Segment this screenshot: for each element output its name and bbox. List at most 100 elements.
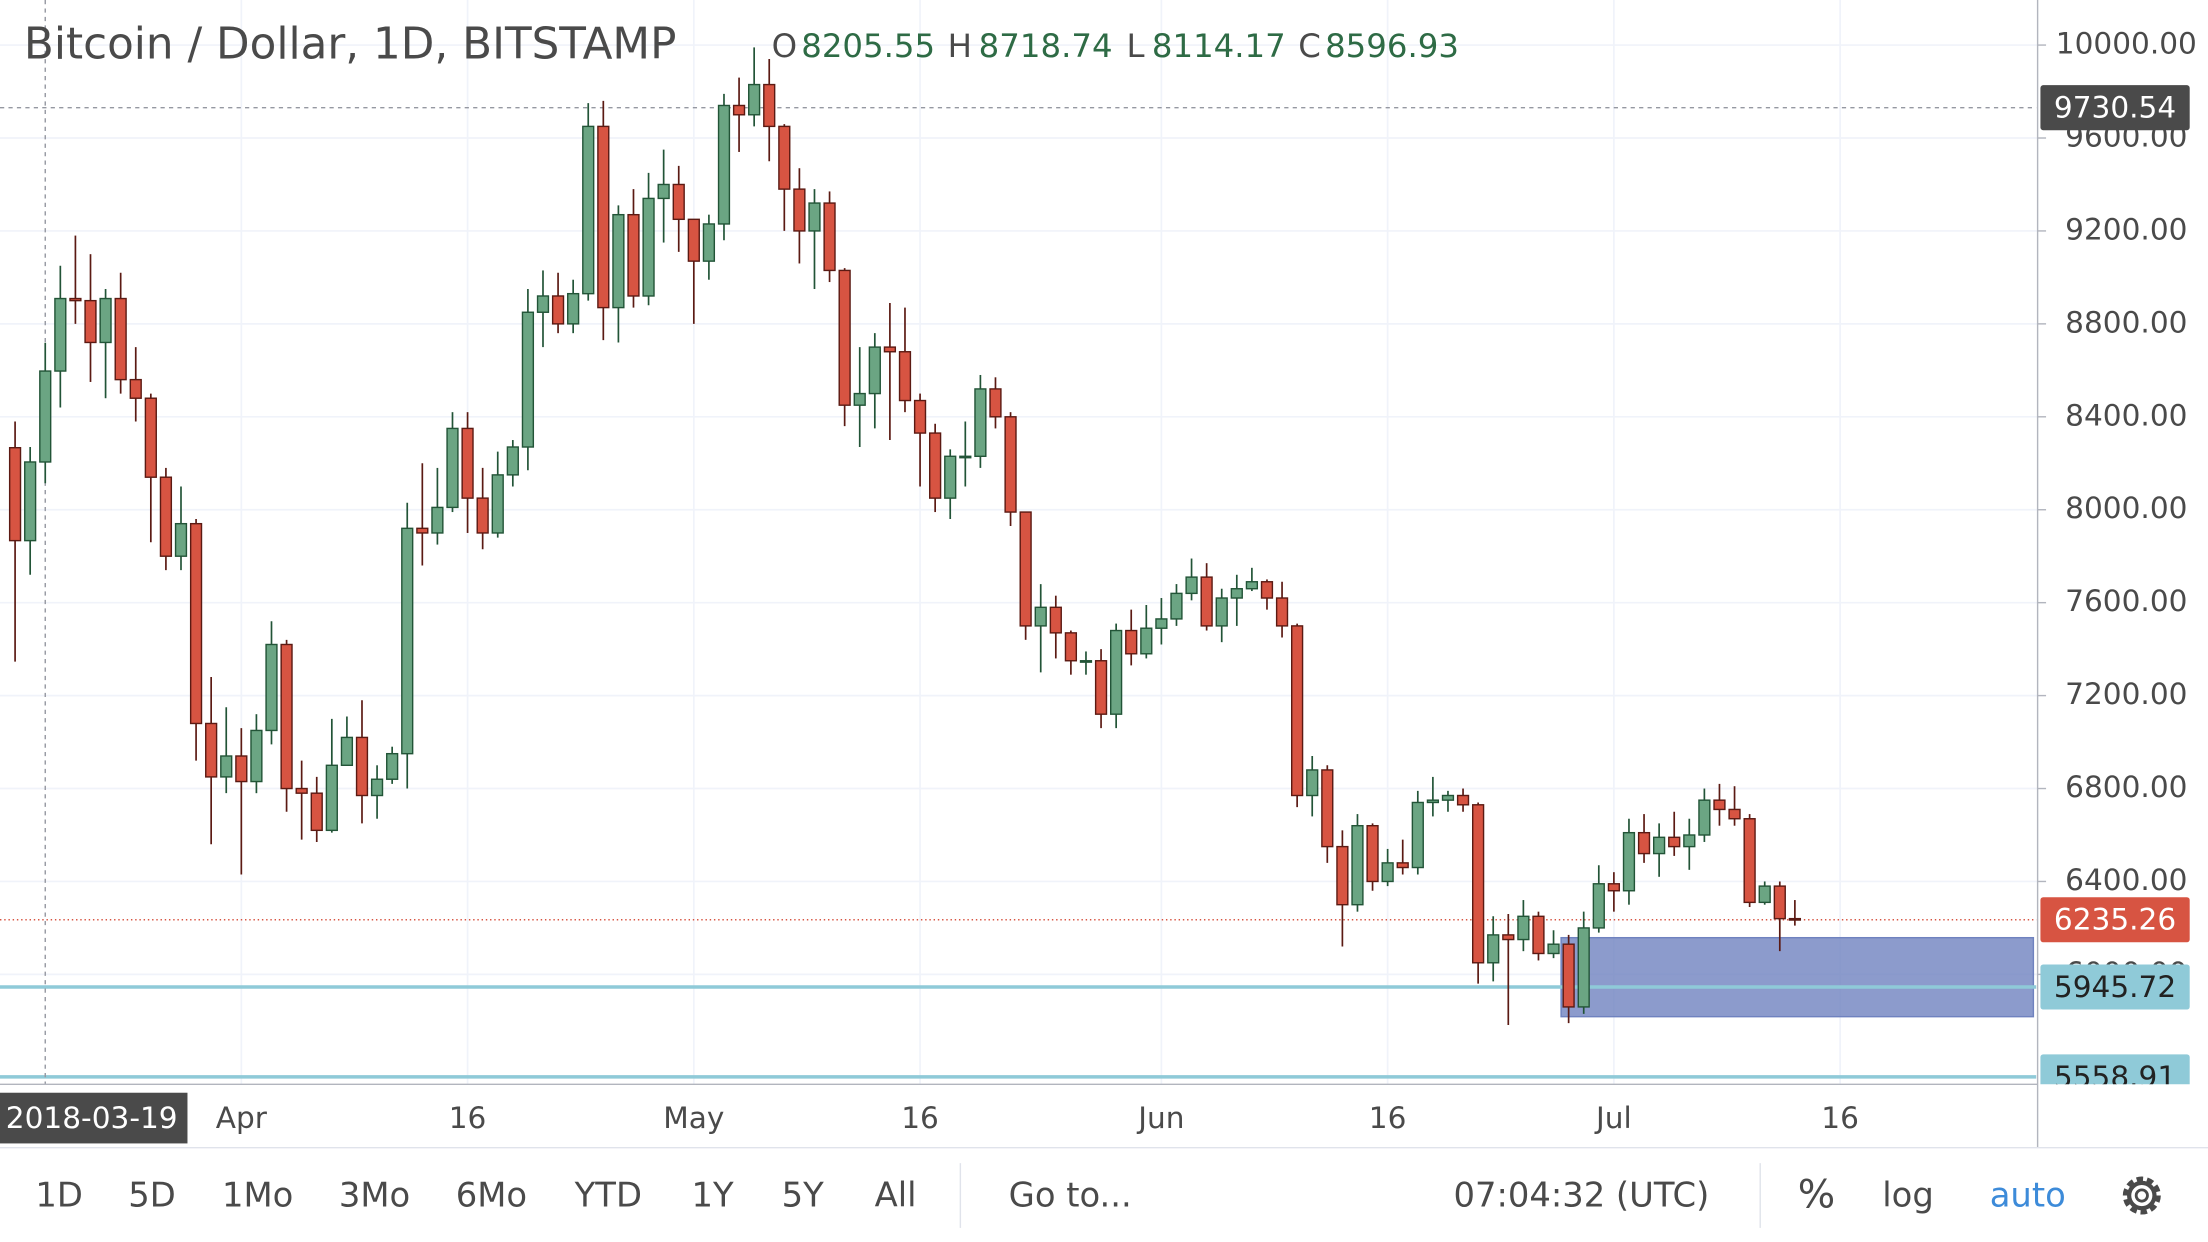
candle-body	[1336, 845, 1349, 906]
candle-body	[416, 527, 429, 534]
clock: 07:04:32 (UTC)	[1453, 1175, 1709, 1214]
candle-body	[159, 476, 173, 557]
price-axis: 10000.009600.009200.008800.008400.008000…	[2037, 27, 2197, 990]
x-tick-label: 16	[1369, 1101, 1407, 1135]
candle-body	[54, 297, 67, 372]
candle-body	[1668, 836, 1681, 848]
candle-body	[1426, 799, 1440, 804]
range-button[interactable]: YTD	[574, 1175, 642, 1214]
candle-body	[1713, 799, 1726, 811]
gear-teeth	[2122, 1176, 2161, 1215]
candle-body	[129, 378, 142, 399]
candle-body	[39, 370, 52, 463]
range-button[interactable]: 3Mo	[339, 1175, 410, 1214]
y-tick-label: 8800.00	[2065, 305, 2187, 339]
percent-toggle[interactable]: %	[1798, 1171, 1835, 1217]
range-button[interactable]: 1Mo	[222, 1175, 293, 1214]
price-badge-label: 6235.26	[2054, 903, 2176, 937]
candle-body	[1622, 831, 1636, 892]
goto-button[interactable]: Go to...	[1009, 1175, 1132, 1214]
range-button[interactable]: All	[875, 1175, 917, 1214]
candle-body	[69, 297, 82, 302]
ohlc-value: 8718.74	[979, 27, 1113, 65]
toolbar: 1D 5D 1Mo 3Mo 6Mo YTD 1Y 5Y All Go to... 07:04:32 …	[35, 1163, 2161, 1228]
candle-body	[506, 446, 519, 476]
x-tick-label: May	[663, 1101, 724, 1135]
candle-body	[1155, 618, 1168, 629]
candle-body	[1170, 592, 1183, 620]
candle-body	[1411, 801, 1424, 869]
candle-body	[1245, 581, 1259, 590]
candle-body	[642, 197, 655, 297]
range-button[interactable]: 5Y	[782, 1175, 824, 1214]
x-tick-label: Jul	[1594, 1101, 1632, 1135]
ohlc-label: O	[772, 27, 797, 65]
plot-area	[0, 0, 2037, 1085]
candle-body	[1110, 629, 1123, 715]
candle-body	[521, 311, 535, 448]
candle-body	[1351, 824, 1364, 906]
candle-body	[913, 399, 927, 434]
candle-body	[1200, 576, 1213, 627]
candle-body	[898, 351, 912, 402]
auto-toggle[interactable]: auto	[1990, 1175, 2066, 1214]
candle-body	[265, 643, 278, 732]
candle-body	[1366, 824, 1379, 883]
candle-body	[310, 792, 323, 832]
range-button[interactable]: 1Y	[691, 1175, 733, 1214]
candle-body	[1502, 934, 1515, 941]
candle-body	[1487, 934, 1500, 964]
candle-body	[1698, 799, 1711, 836]
x-tick-label: Apr	[216, 1101, 268, 1135]
candle-body	[1577, 927, 1590, 1008]
y-tick-label: 7600.00	[2065, 584, 2187, 618]
candle-body	[778, 125, 791, 190]
range-button[interactable]: 1D	[35, 1175, 83, 1214]
candle-body	[1260, 581, 1274, 599]
candle-body	[1788, 917, 1802, 921]
candle-body	[551, 295, 565, 325]
candle-body	[1230, 588, 1243, 599]
candle-body	[823, 202, 836, 272]
price-badge-label: 5558.91	[2054, 1060, 2176, 1094]
ohlc-label: H	[948, 27, 972, 65]
ohlc-label: C	[1298, 27, 1321, 65]
candle-body	[431, 506, 444, 534]
range-button[interactable]: 6Mo	[456, 1175, 527, 1214]
candle-body	[944, 455, 957, 499]
y-tick-label: 8400.00	[2065, 398, 2187, 432]
candle-body	[174, 522, 188, 557]
settings-gear[interactable]	[2122, 1176, 2161, 1215]
candle-body	[114, 297, 127, 381]
price-badge	[2040, 964, 2190, 1010]
candle-body	[793, 188, 806, 232]
ohlc-value: 8596.93	[1325, 27, 1459, 65]
candle-body	[1049, 606, 1062, 634]
range-button[interactable]: 5D	[128, 1175, 176, 1214]
candle-body	[989, 388, 1002, 418]
candle-body	[1306, 769, 1319, 797]
log-toggle[interactable]: log	[1882, 1175, 1934, 1214]
candle-body	[1125, 629, 1138, 655]
candle-body	[1321, 769, 1334, 848]
candle-body	[1683, 834, 1696, 848]
candle-body	[401, 527, 414, 755]
time-axis: Apr 16 May 16 Jun 16 Jul 16 2018-03-19	[0, 1092, 1859, 1144]
candle-body	[1532, 915, 1545, 955]
candle-body	[1019, 511, 1032, 627]
candle-body	[1064, 632, 1078, 662]
y-tick-label: 6400.00	[2065, 863, 2187, 897]
crosshair-badge	[2040, 85, 2190, 131]
candle-body	[627, 213, 640, 297]
candle-body	[1004, 416, 1017, 513]
candle-body	[1140, 627, 1153, 655]
candle-body	[1592, 883, 1605, 929]
y-tick-label: 6800.00	[2065, 770, 2187, 804]
price-badge-label: 5945.72	[2054, 970, 2176, 1004]
candle-body	[1396, 862, 1409, 869]
candle-body	[235, 755, 248, 783]
candle-body	[868, 346, 881, 395]
candle-body	[1275, 597, 1289, 627]
candle-body	[808, 202, 821, 232]
candle-body	[1758, 885, 1771, 904]
